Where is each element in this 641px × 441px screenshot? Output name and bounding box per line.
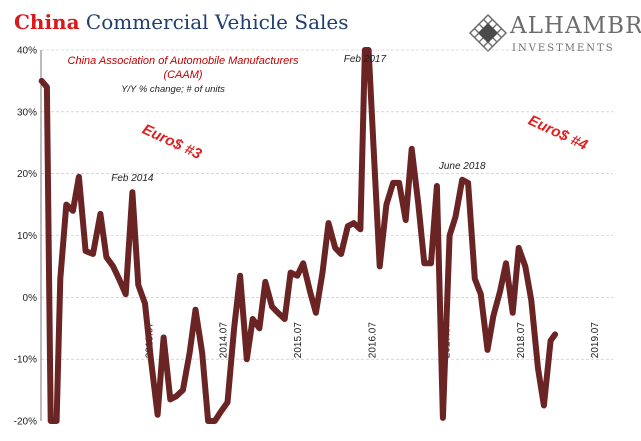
chart-subtitle: Y/Y % change; # of units bbox=[121, 84, 225, 95]
logo-subtitle: INVESTMENTS bbox=[512, 43, 615, 54]
source-line-1: China Association of Automobile Manufact… bbox=[68, 55, 299, 67]
x-tick-label: 2018.07 bbox=[516, 322, 527, 359]
source-line-2: (CAAM) bbox=[163, 69, 202, 81]
y-tick-label: -10% bbox=[14, 355, 37, 366]
y-tick-label: 30% bbox=[17, 107, 37, 118]
alhambra-logo: ALHAMBRA INVESTMENTS bbox=[468, 13, 641, 61]
peak-annotation: Feb 2014 bbox=[111, 173, 154, 184]
peak-annotation: Feb 2017 bbox=[344, 54, 387, 65]
callout-euro-3: Euro$ #3 bbox=[140, 121, 205, 163]
x-tick-label: 2014.07 bbox=[219, 322, 230, 359]
logo-name: ALHAMBRA bbox=[510, 13, 641, 39]
y-tick-label: 40% bbox=[17, 46, 37, 57]
chart-title: China Commercial Vehicle Sales bbox=[14, 10, 349, 34]
y-tick-label: -20% bbox=[14, 417, 37, 428]
x-tick-label: 2019.07 bbox=[590, 322, 601, 359]
title-subject: Commercial Vehicle Sales bbox=[85, 10, 349, 34]
x-tick-label: 2016.07 bbox=[367, 322, 378, 359]
diamond-lattice-icon bbox=[468, 13, 508, 53]
title-country: China bbox=[14, 10, 80, 34]
x-tick-label: 2015.07 bbox=[293, 322, 304, 359]
series-line bbox=[38, 47, 559, 424]
peak-annotation: June 2018 bbox=[438, 161, 486, 172]
callout-euro-4: Euro$ #4 bbox=[526, 112, 591, 154]
y-tick-label: 20% bbox=[17, 169, 37, 180]
y-tick-label: 0% bbox=[23, 293, 38, 304]
y-tick-label: 10% bbox=[17, 231, 37, 242]
